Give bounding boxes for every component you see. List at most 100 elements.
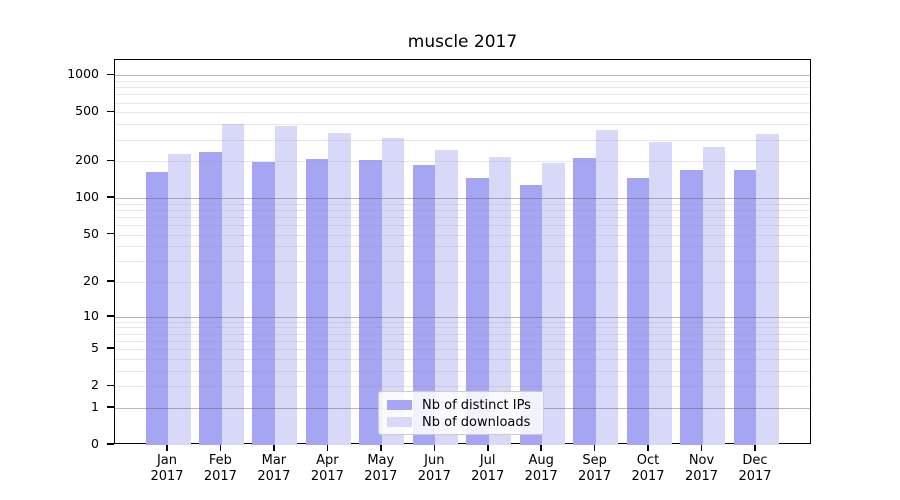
legend-item-distinct-ips: Nb of distinct IPs <box>387 397 535 413</box>
x-tick-label: Aug 2017 <box>524 453 558 484</box>
bar-distinct-ips <box>573 157 596 445</box>
x-tick-label: Oct 2017 <box>631 453 665 484</box>
y-tick-label: 2 <box>91 377 99 393</box>
bar-downloads <box>168 154 191 445</box>
bar-downloads <box>595 130 619 445</box>
x-tick-label: Sep 2017 <box>578 453 612 484</box>
gridline <box>115 94 810 96</box>
bar-distinct-ips <box>305 158 329 445</box>
x-tick-mark <box>647 444 649 451</box>
gridline <box>115 333 810 335</box>
y-tick-label: 100 <box>75 189 99 205</box>
bar-downloads <box>542 163 565 445</box>
gridline <box>115 75 810 77</box>
x-tick-mark <box>700 444 703 451</box>
y-tick-label: 0 <box>91 436 99 451</box>
y-tick-label: 1 <box>91 398 99 414</box>
gridline <box>115 246 810 248</box>
x-tick-label: May 2017 <box>364 453 398 484</box>
gridline <box>115 209 810 211</box>
y-tick-mark <box>107 443 114 445</box>
gridline <box>115 139 810 141</box>
legend-label-distinct-ips: Nb of distinct IPs <box>422 397 531 413</box>
bar-distinct-ips <box>626 178 649 445</box>
y-tick-label: 50 <box>83 225 99 241</box>
bar-downloads <box>702 147 725 445</box>
x-tick-label: Mar 2017 <box>257 453 291 484</box>
gridline <box>115 225 810 226</box>
gridline <box>115 216 810 218</box>
x-tick-mark <box>540 444 542 451</box>
bar-distinct-ips <box>412 164 436 445</box>
gridline <box>115 112 810 114</box>
y-tick-label: 10 <box>83 307 99 323</box>
legend-label-downloads: Nb of downloads <box>422 414 531 430</box>
x-tick-label: Jan 2017 <box>150 453 184 484</box>
y-tick-mark <box>107 280 114 282</box>
legend-swatch-distinct-ips <box>387 400 412 410</box>
gridline <box>115 234 810 236</box>
y-tick-mark <box>107 159 114 161</box>
y-tick-mark <box>107 232 114 235</box>
x-tick-mark <box>326 444 329 451</box>
x-tick-mark <box>219 444 222 451</box>
x-tick-label: Dec 2017 <box>738 453 772 484</box>
bar-downloads <box>221 123 244 445</box>
gridline <box>115 161 810 163</box>
bar-distinct-ips <box>145 172 168 445</box>
bar-downloads <box>274 125 298 445</box>
bar-distinct-ips <box>733 170 756 445</box>
y-tick-label: 20 <box>83 273 99 289</box>
gridline <box>115 316 810 318</box>
x-tick-mark <box>754 444 756 451</box>
x-tick-label: Jun 2017 <box>417 453 451 484</box>
bar-downloads <box>756 133 779 445</box>
gridline <box>115 198 810 200</box>
gridline <box>115 124 810 126</box>
y-tick-label: 200 <box>75 152 99 168</box>
x-tick-label: Nov 2017 <box>684 453 719 484</box>
bar-downloads <box>649 142 672 445</box>
gridline <box>115 282 810 284</box>
bar-downloads <box>435 150 458 445</box>
x-tick-mark <box>433 444 435 451</box>
y-tick-mark <box>107 196 114 198</box>
x-tick-mark <box>166 444 168 451</box>
gridline <box>115 261 810 263</box>
bar-distinct-ips <box>680 170 703 445</box>
chart-title: muscle 2017 <box>407 32 518 52</box>
gridline <box>115 327 810 329</box>
bar-downloads <box>488 157 512 445</box>
bar-downloads <box>328 132 351 445</box>
y-tick-mark <box>107 315 114 317</box>
legend-item-downloads: Nb of downloads <box>387 414 535 430</box>
gridline <box>115 81 810 82</box>
y-tick-mark <box>107 406 114 408</box>
gridline <box>115 349 810 351</box>
bar-distinct-ips <box>199 152 222 445</box>
y-tick-mark <box>107 384 114 386</box>
x-tick-mark <box>380 444 382 451</box>
x-tick-label: Jul 2017 <box>471 453 505 484</box>
gridline <box>115 358 810 360</box>
gridline <box>115 370 810 372</box>
x-tick-mark <box>487 444 489 451</box>
gridline <box>115 102 810 104</box>
y-tick-label: 5 <box>91 340 99 356</box>
x-tick-label: Apr 2017 <box>310 453 344 484</box>
x-tick-mark <box>273 444 275 451</box>
y-tick-mark <box>107 347 114 349</box>
bar-distinct-ips <box>466 178 489 445</box>
plot-area <box>114 59 811 445</box>
bar-downloads <box>381 137 405 445</box>
gridline <box>115 386 810 388</box>
bar-distinct-ips <box>359 159 382 445</box>
bar-distinct-ips <box>519 185 543 445</box>
legend-swatch-downloads <box>387 417 412 427</box>
y-tick-mark <box>107 110 114 113</box>
gridline <box>115 321 810 323</box>
y-tick-label: 500 <box>75 103 99 119</box>
gridline <box>115 340 810 342</box>
gridline <box>115 87 810 89</box>
